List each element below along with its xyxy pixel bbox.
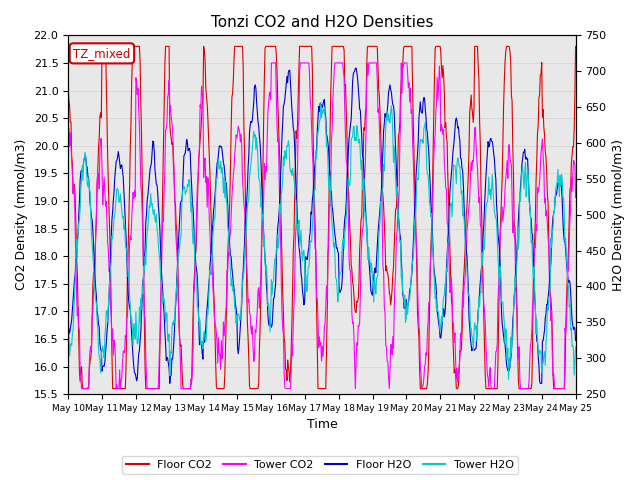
Floor CO2 [74,270,81,276]
Floor CO2 [179,379,186,384]
Floor CO2 [385,277,392,283]
Line: Tower H2O: Tower H2O [68,102,575,379]
Tower H2O [399,288,406,294]
Floor CO2 [572,44,579,49]
Tower H2O [572,344,579,350]
Tower H2O [384,118,392,123]
Line: Floor H2O: Floor H2O [68,68,575,384]
Text: TZ_mixed: TZ_mixed [73,47,131,60]
Floor H2O [178,198,186,204]
Floor CO2 [64,83,72,88]
Tower CO2 [572,194,579,200]
Tower H2O [317,99,324,105]
Tower CO2 [64,125,72,131]
X-axis label: Time: Time [307,419,337,432]
Tower CO2 [268,60,275,66]
Floor H2O [352,65,360,71]
Tower CO2 [77,386,85,392]
Floor CO2 [79,386,87,392]
Tower CO2 [399,64,407,70]
Line: Floor CO2: Floor CO2 [68,47,575,389]
Line: Tower CO2: Tower CO2 [68,63,575,389]
Tower CO2 [205,189,212,194]
Legend: Floor CO2, Tower CO2, Floor H2O, Tower H2O: Floor CO2, Tower CO2, Floor H2O, Tower H… [122,456,518,474]
Tower H2O [64,332,72,337]
Tower H2O [204,312,212,317]
Title: Tonzi CO2 and H2O Densities: Tonzi CO2 and H2O Densities [211,15,433,30]
Tower H2O [505,376,513,382]
Floor CO2 [399,47,407,53]
Y-axis label: CO2 Density (mmol/m3): CO2 Density (mmol/m3) [15,139,28,290]
Floor H2O [385,89,392,95]
Floor H2O [205,284,212,290]
Floor CO2 [98,44,106,49]
Floor CO2 [205,156,213,161]
Tower H2O [74,247,81,252]
Tower CO2 [127,233,134,239]
Floor H2O [166,381,173,386]
Floor H2O [125,304,133,310]
Floor H2O [64,322,72,328]
Tower H2O [177,233,185,239]
Floor H2O [399,295,407,301]
Y-axis label: H2O Density (mmol/m3): H2O Density (mmol/m3) [612,139,625,291]
Tower CO2 [74,313,81,319]
Floor H2O [572,337,579,343]
Floor CO2 [127,120,135,126]
Tower H2O [125,293,133,299]
Tower CO2 [385,375,392,381]
Tower CO2 [178,386,186,392]
Floor H2O [74,238,81,244]
